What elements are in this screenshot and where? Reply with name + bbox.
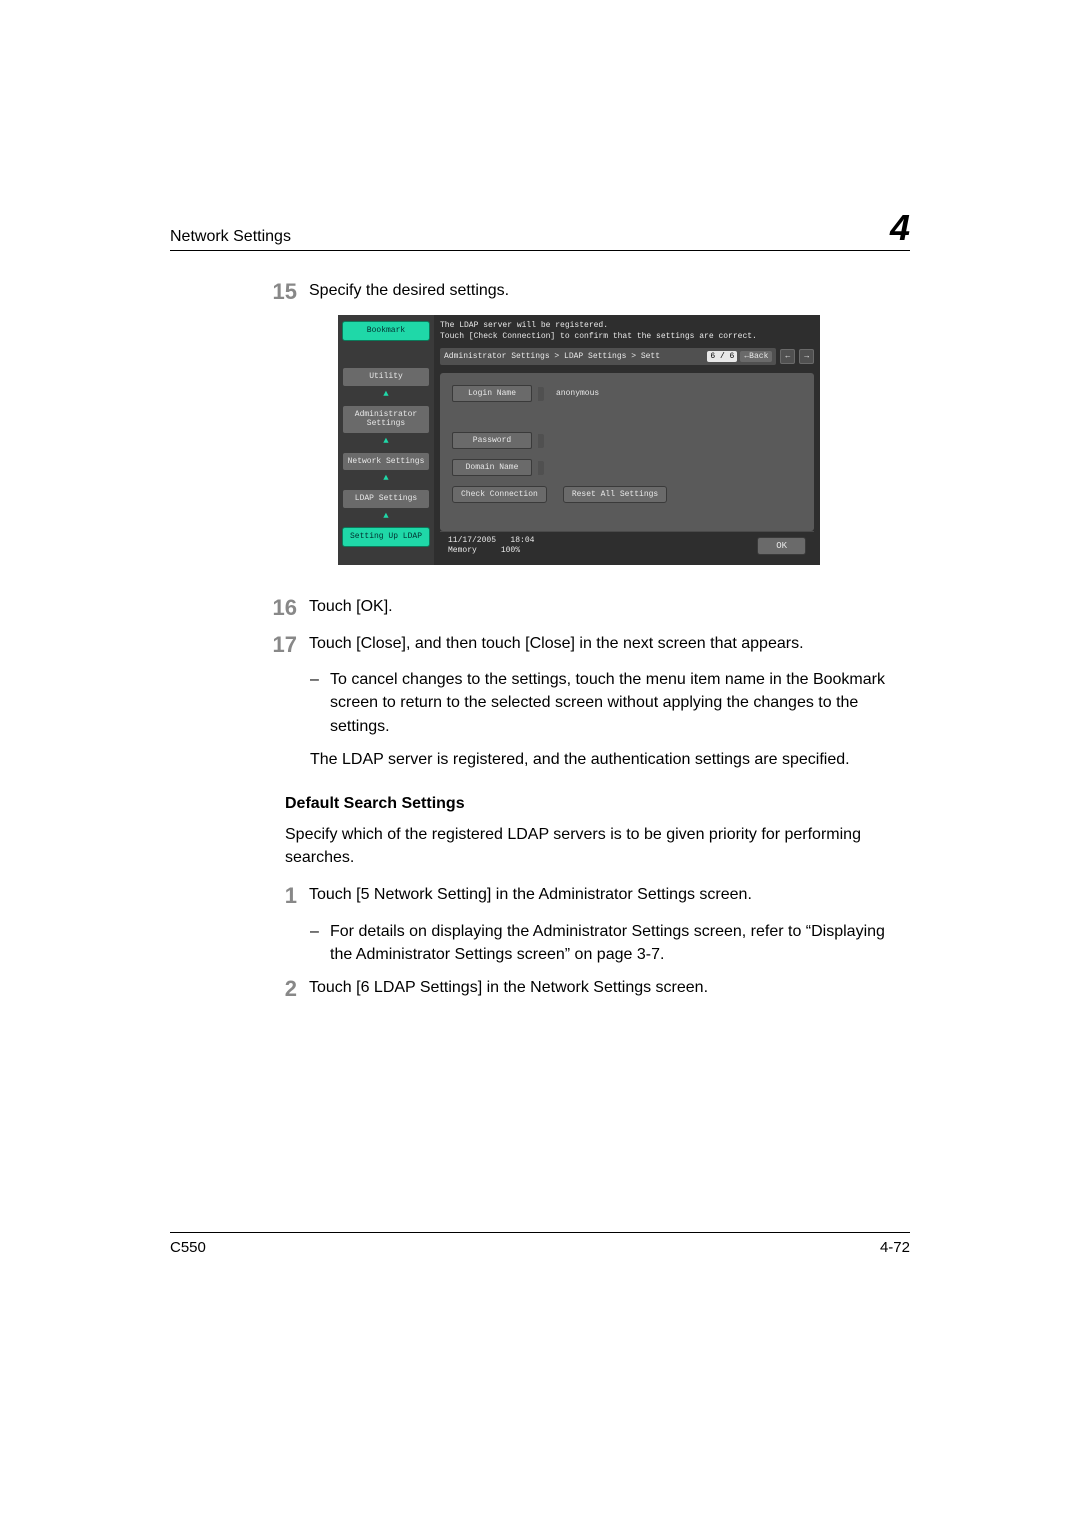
nav-arrow-icon: ▲	[342, 390, 430, 399]
status-bar: 11/17/2005 18:04 Memory 100%	[448, 536, 534, 555]
login-name-value: anonymous	[550, 389, 599, 398]
bullet-text: To cancel changes to the settings, touch…	[330, 671, 885, 734]
step-1: 1 Touch [5 Network Setting] in the Admin…	[170, 883, 910, 909]
step-number: 16	[255, 595, 309, 621]
msg-line-2: Touch [Check Connection] to confirm that…	[440, 332, 757, 341]
network-settings-button[interactable]: Network Settings	[342, 452, 430, 472]
check-connection-button[interactable]: Check Connection	[452, 486, 547, 503]
memory-value: 100%	[501, 546, 520, 555]
breadcrumb: Administrator Settings > LDAP Settings >…	[444, 352, 660, 361]
step-17-bullet: – To cancel changes to the settings, tou…	[170, 668, 910, 738]
back-button[interactable]: ←Back	[740, 351, 772, 362]
ok-button[interactable]: OK	[757, 537, 806, 555]
status-date: 11/17/2005	[448, 536, 496, 545]
step-number: 15	[255, 279, 309, 305]
nav-arrow-icon: ▲	[342, 474, 430, 483]
step-text: Touch [5 Network Setting] in the Adminis…	[309, 883, 910, 906]
step-17-result: The LDAP server is registered, and the a…	[170, 748, 910, 771]
step-15: 15 Specify the desired settings.	[170, 279, 910, 305]
nav-arrow-icon: ▲	[342, 437, 430, 446]
field-tab-icon	[538, 434, 544, 448]
bullet-text: For details on displaying the Administra…	[330, 923, 885, 963]
nav-arrow-icon: ▲	[342, 512, 430, 521]
step-16: 16 Touch [OK].	[170, 595, 910, 621]
step-text: Touch [6 LDAP Settings] in the Network S…	[309, 976, 910, 999]
login-name-label[interactable]: Login Name	[452, 385, 532, 402]
memory-label: Memory	[448, 546, 477, 555]
msg-line-1: The LDAP server will be registered.	[440, 321, 608, 330]
step-number: 2	[255, 976, 309, 1002]
field-tab-icon	[538, 387, 544, 401]
footer-model: C550	[170, 1239, 206, 1256]
section-body: Specify which of the registered LDAP ser…	[170, 823, 910, 869]
bookmark-button[interactable]: Bookmark	[342, 321, 430, 341]
sidebar: Bookmark Utility ▲ Administrator Setting…	[338, 315, 434, 565]
nav-prev-button[interactable]: ←	[780, 349, 795, 364]
password-label[interactable]: Password	[452, 432, 532, 449]
dash-icon: –	[310, 668, 319, 691]
step-2: 2 Touch [6 LDAP Settings] in the Network…	[170, 976, 910, 1002]
step-text: Touch [Close], and then touch [Close] in…	[309, 632, 910, 655]
status-time: 18:04	[510, 536, 534, 545]
utility-button[interactable]: Utility	[342, 367, 430, 387]
breadcrumb-bar: Administrator Settings > LDAP Settings >…	[440, 348, 776, 365]
domain-name-label[interactable]: Domain Name	[452, 459, 532, 476]
page-header: Network Settings 4	[170, 210, 910, 251]
admin-settings-button[interactable]: Administrator Settings	[342, 405, 430, 434]
dash-icon: –	[310, 920, 319, 943]
step-text: Specify the desired settings.	[309, 279, 910, 302]
step-1-bullet: – For details on displaying the Administ…	[170, 920, 910, 966]
setting-up-ldap-button[interactable]: Setting Up LDAP	[342, 527, 430, 547]
ldap-settings-screenshot: Bookmark Utility ▲ Administrator Setting…	[338, 315, 820, 565]
step-number: 1	[255, 883, 309, 909]
nav-next-button[interactable]: →	[799, 349, 814, 364]
section-heading: Default Search Settings	[170, 795, 910, 813]
page-indicator: 6 / 6	[707, 351, 737, 362]
instruction-text: The LDAP server will be registered. Touc…	[440, 321, 814, 342]
reset-all-button[interactable]: Reset All Settings	[563, 486, 667, 503]
ldap-settings-button[interactable]: LDAP Settings	[342, 489, 430, 509]
form-panel: Login Name anonymous Password Domain Nam…	[440, 373, 814, 531]
header-title: Network Settings	[170, 228, 291, 246]
footer-page: 4-72	[880, 1239, 910, 1256]
chapter-number: 4	[890, 210, 910, 246]
field-tab-icon	[538, 461, 544, 475]
step-17: 17 Touch [Close], and then touch [Close]…	[170, 632, 910, 658]
step-number: 17	[255, 632, 309, 658]
page-footer: C550 4-72	[170, 1232, 910, 1256]
step-text: Touch [OK].	[309, 595, 910, 618]
